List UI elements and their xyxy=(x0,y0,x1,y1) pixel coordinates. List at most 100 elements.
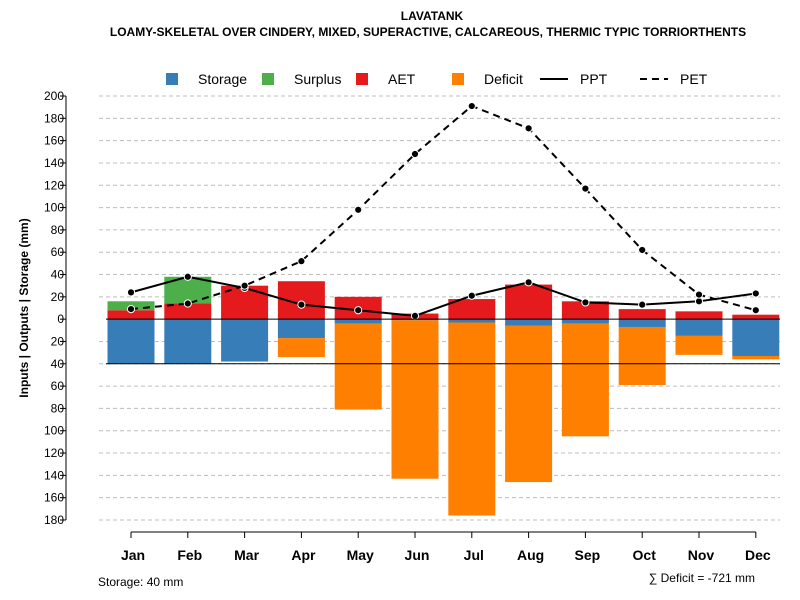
storage-bar xyxy=(164,319,212,364)
pet-point xyxy=(467,101,476,111)
deficit-bar xyxy=(561,323,609,437)
y-tick-label: 140 xyxy=(44,156,64,170)
x-tick-label: Jul xyxy=(464,547,484,563)
legend-swatch xyxy=(452,73,464,85)
x-tick-label: Sep xyxy=(575,547,601,563)
y-tick-label: 140 xyxy=(44,468,64,482)
y-tick-label: 160 xyxy=(44,134,64,148)
legend-label: AET xyxy=(388,71,416,87)
pet-point xyxy=(751,306,760,315)
deficit-bar xyxy=(618,326,666,385)
y-tick-label: 180 xyxy=(44,111,64,125)
ppt-point xyxy=(638,300,647,309)
aet-bar xyxy=(675,311,723,320)
x-tick-label: Apr xyxy=(291,547,316,563)
y-tick-label: 40 xyxy=(51,268,65,282)
legend-swatch xyxy=(262,73,274,85)
legend-label: Deficit xyxy=(484,71,523,87)
series-lines xyxy=(126,101,760,320)
x-tick-label: Mar xyxy=(234,547,259,563)
legend-label: Storage xyxy=(198,71,247,87)
ppt-point xyxy=(126,288,136,297)
y-tick-label: 60 xyxy=(51,245,65,259)
aet-bar xyxy=(107,310,155,320)
aet-bar xyxy=(505,284,553,320)
y-tick-label: 200 xyxy=(44,89,64,103)
y-tick-label: 120 xyxy=(44,178,64,192)
deficit-bar xyxy=(505,325,553,483)
pet-point xyxy=(240,281,249,290)
storage-bar xyxy=(732,319,780,356)
aet-bar xyxy=(561,301,609,320)
pet-point xyxy=(183,299,192,308)
x-tick-label: Jan xyxy=(121,547,145,563)
pet-point xyxy=(410,149,420,159)
y-tick-label: 180 xyxy=(44,513,64,527)
bars xyxy=(107,276,780,516)
pet-point xyxy=(581,184,590,193)
x-tick-label: May xyxy=(347,547,374,563)
x-tick-label: Oct xyxy=(633,547,657,563)
legend-swatch xyxy=(166,73,178,85)
legend-label: PPT xyxy=(580,71,608,87)
ppt-point xyxy=(354,306,363,315)
aet-bar xyxy=(732,314,780,320)
y-tick-label: 100 xyxy=(44,424,64,438)
storage-bar xyxy=(448,319,496,323)
pet-point xyxy=(524,124,533,133)
aet-bar xyxy=(618,309,666,320)
deficit-bar xyxy=(391,320,439,479)
y-tick-label: 40 xyxy=(51,357,65,371)
storage-note: Storage: 40 mm xyxy=(98,575,183,589)
aet-bar xyxy=(164,303,212,320)
ppt-point xyxy=(297,300,306,309)
storage-bar xyxy=(675,319,723,336)
legend-label: Surplus xyxy=(294,71,341,87)
ppt-point xyxy=(410,311,420,320)
storage-bar xyxy=(618,319,666,327)
deficit-bar xyxy=(732,355,780,360)
y-tick-label: 0 xyxy=(57,312,64,326)
ppt-point xyxy=(467,291,476,300)
pet-point xyxy=(126,305,136,314)
y-tick-label: 100 xyxy=(44,201,64,215)
deficit-bar xyxy=(448,322,496,516)
ppt-point xyxy=(183,272,192,281)
ppt-point xyxy=(751,289,760,298)
x-tick-label: Aug xyxy=(517,547,544,563)
pet-point xyxy=(297,257,306,266)
storage-bar xyxy=(334,319,382,324)
y-tick-label: 20 xyxy=(51,334,65,348)
grid-lines xyxy=(99,95,780,521)
pet-point xyxy=(638,245,647,255)
storage-bar xyxy=(221,319,269,362)
x-tick-label: Nov xyxy=(688,547,715,563)
deficit-note: ∑ Deficit = -721 mm xyxy=(649,571,755,585)
y-tick-label: 60 xyxy=(51,379,65,393)
ppt-point xyxy=(694,297,704,306)
legend-swatch xyxy=(356,73,368,85)
ppt-point xyxy=(524,278,533,287)
x-tick-label: Feb xyxy=(177,547,202,563)
y-tick-label: 80 xyxy=(51,401,65,415)
y-tick-label: 120 xyxy=(44,446,64,460)
legend: Storage Surplus AET Deficit PPT PET xyxy=(166,71,708,87)
storage-bar xyxy=(277,319,325,339)
deficit-bar xyxy=(277,338,325,358)
storage-bar xyxy=(107,319,155,364)
pet-line xyxy=(130,104,757,312)
ppt-line xyxy=(130,275,756,317)
chart-title: LAVATANK xyxy=(401,9,464,23)
deficit-bar xyxy=(675,335,723,355)
y-tick-label: 80 xyxy=(51,223,65,237)
legend-label: PET xyxy=(680,71,708,87)
y-tick-label: 20 xyxy=(51,290,65,304)
y-tick-label: 160 xyxy=(44,491,64,505)
deficit-bar xyxy=(334,323,382,410)
chart-subtitle: LOAMY-SKELETAL OVER CINDERY, MIXED, SUPE… xyxy=(110,25,746,39)
pet-point xyxy=(354,205,363,214)
storage-bar xyxy=(561,319,609,324)
pet-point xyxy=(694,290,704,299)
axes: 2001801601401201008060402002040608010012… xyxy=(44,89,780,563)
